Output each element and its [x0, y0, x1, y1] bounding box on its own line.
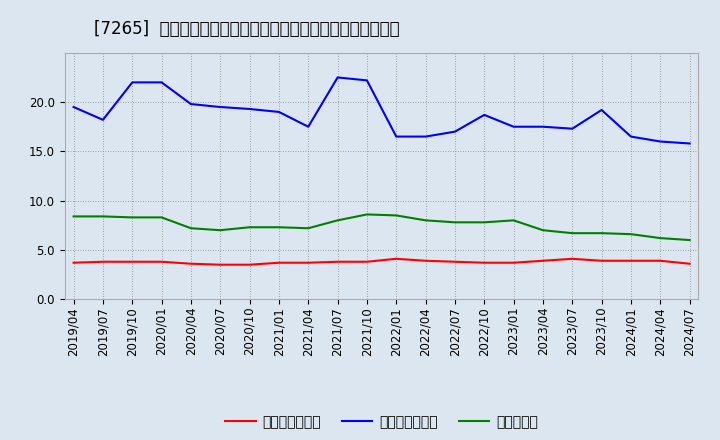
売上債権回転率	[99, 259, 107, 264]
買入債務回転率	[509, 124, 518, 129]
売上債権回転率	[539, 258, 547, 264]
買入債務回転率	[69, 104, 78, 110]
在庫回転率	[451, 220, 459, 225]
買入債務回転率	[157, 80, 166, 85]
買入債務回転率	[304, 124, 312, 129]
買入債務回転率	[246, 106, 254, 112]
買入債務回転率	[685, 141, 694, 146]
売上債権回転率	[392, 256, 400, 261]
在庫回転率	[128, 215, 137, 220]
在庫回転率	[274, 224, 283, 230]
売上債権回転率	[685, 261, 694, 266]
買入債務回転率	[480, 112, 489, 117]
売上債権回転率	[656, 258, 665, 264]
売上債権回転率	[480, 260, 489, 265]
売上債権回転率	[421, 258, 430, 264]
買入債務回転率	[363, 78, 372, 83]
Line: 買入債務回転率: 買入債務回転率	[73, 77, 690, 143]
買入債務回転率	[539, 124, 547, 129]
在庫回転率	[69, 214, 78, 219]
在庫回転率	[626, 231, 635, 237]
Line: 売上債権回転率: 売上債権回転率	[73, 259, 690, 265]
売上債権回転率	[509, 260, 518, 265]
在庫回転率	[99, 214, 107, 219]
在庫回転率	[363, 212, 372, 217]
売上債権回転率	[216, 262, 225, 268]
買入債務回転率	[598, 107, 606, 113]
在庫回転率	[509, 218, 518, 223]
売上債権回転率	[451, 259, 459, 264]
売上債権回転率	[246, 262, 254, 268]
売上債権回転率	[304, 260, 312, 265]
売上債権回転率	[598, 258, 606, 264]
在庫回転率	[333, 218, 342, 223]
買入債務回転率	[186, 101, 195, 106]
在庫回転率	[568, 231, 577, 236]
在庫回転率	[656, 235, 665, 241]
売上債権回転率	[128, 259, 137, 264]
売上債権回転率	[186, 261, 195, 266]
買入債務回転率	[656, 139, 665, 144]
買入債務回転率	[128, 80, 137, 85]
買入債務回転率	[451, 129, 459, 134]
売上債権回転率	[363, 259, 372, 264]
買入債務回転率	[626, 134, 635, 139]
Legend: 売上債権回転率, 買入債務回転率, 在庫回転率: 売上債権回転率, 買入債務回転率, 在庫回転率	[220, 410, 544, 435]
在庫回転率	[685, 238, 694, 243]
買入債務回転率	[99, 117, 107, 122]
在庫回転率	[480, 220, 489, 225]
売上債権回転率	[274, 260, 283, 265]
買入債務回転率	[274, 109, 283, 114]
売上債権回転率	[69, 260, 78, 265]
Line: 在庫回転率: 在庫回転率	[73, 214, 690, 240]
買入債務回転率	[392, 134, 400, 139]
在庫回転率	[539, 227, 547, 233]
買入債務回転率	[421, 134, 430, 139]
在庫回転率	[304, 226, 312, 231]
売上債権回転率	[157, 259, 166, 264]
買入債務回転率	[216, 104, 225, 110]
売上債権回転率	[568, 256, 577, 261]
売上債権回転率	[626, 258, 635, 264]
在庫回転率	[598, 231, 606, 236]
在庫回転率	[392, 213, 400, 218]
在庫回転率	[186, 226, 195, 231]
Text: [7265]  売上債権回転率、買入債務回転率、在庫回転率の推移: [7265] 売上債権回転率、買入債務回転率、在庫回転率の推移	[94, 20, 399, 38]
在庫回転率	[157, 215, 166, 220]
在庫回転率	[216, 227, 225, 233]
在庫回転率	[421, 218, 430, 223]
買入債務回転率	[568, 126, 577, 131]
買入債務回転率	[333, 75, 342, 80]
売上債権回転率	[333, 259, 342, 264]
在庫回転率	[246, 224, 254, 230]
